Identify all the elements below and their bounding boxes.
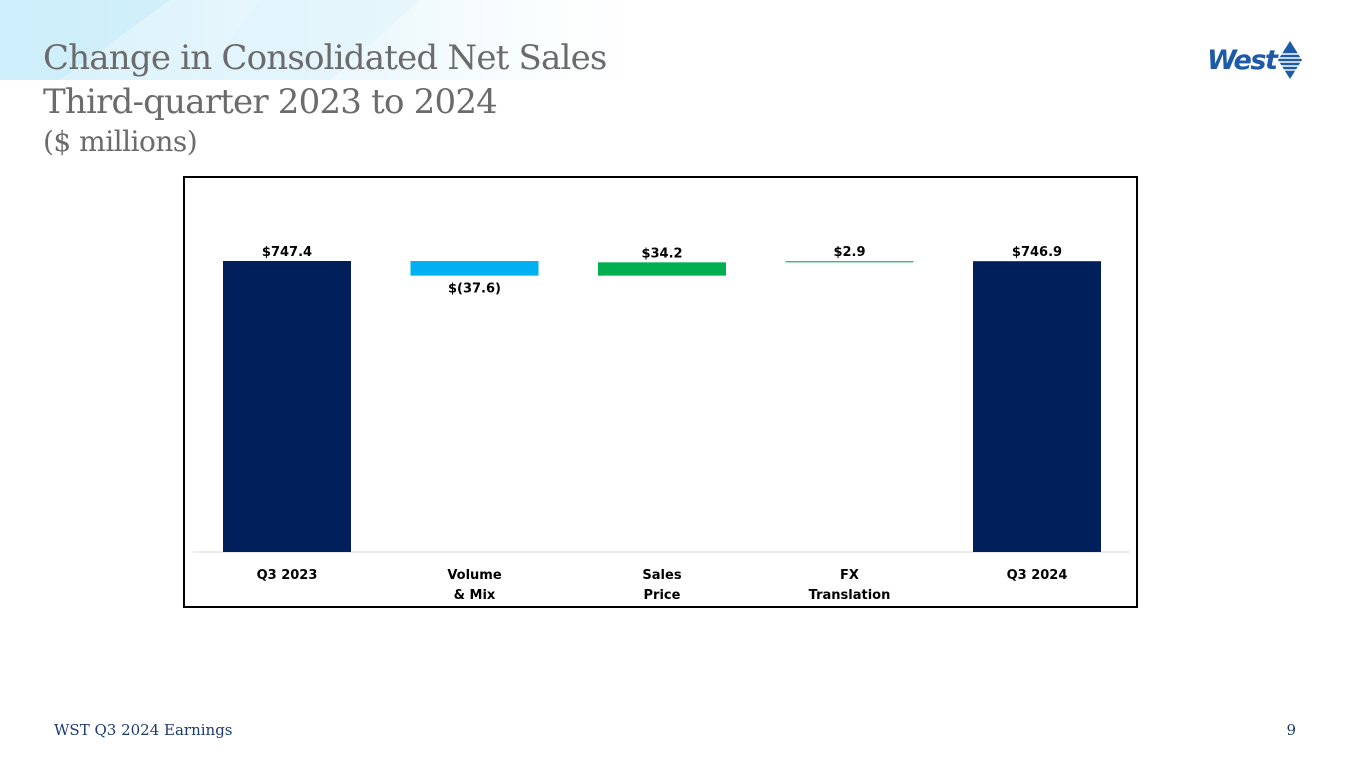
page-number: 9 bbox=[1286, 721, 1296, 739]
category-label: & Mix bbox=[454, 588, 496, 603]
slide-title-line-2: Third-quarter 2023 to 2024 bbox=[43, 82, 498, 122]
bar-fx-translation bbox=[785, 261, 914, 263]
category-label: Volume bbox=[447, 568, 502, 583]
west-logo: West bbox=[1207, 38, 1317, 82]
bar-q3-2023 bbox=[223, 261, 351, 552]
bar-q3-2024 bbox=[973, 261, 1101, 552]
category-label: Price bbox=[644, 588, 681, 603]
value-label: $(37.6) bbox=[448, 282, 501, 297]
category-label: Translation bbox=[809, 588, 891, 603]
waterfall-chart: $747.4 Q3 2023 $(37.6) Volume & Mix $34.2 Sale… bbox=[183, 176, 1138, 608]
category-label: FX bbox=[840, 568, 859, 583]
diamond-logo-icon bbox=[1278, 41, 1303, 79]
value-label: $34.2 bbox=[641, 246, 682, 261]
value-label: $747.4 bbox=[262, 245, 312, 260]
bar-sales-price bbox=[598, 262, 726, 276]
category-label: Q3 2024 bbox=[1007, 568, 1068, 583]
bar-volume-mix bbox=[410, 261, 539, 276]
value-label: $746.9 bbox=[1012, 245, 1062, 260]
category-label: Sales bbox=[642, 568, 681, 583]
category-label: Q3 2023 bbox=[257, 568, 318, 583]
footer-text: WST Q3 2024 Earnings bbox=[54, 721, 233, 739]
value-label: $2.9 bbox=[833, 245, 865, 260]
title-block: Change in Consolidated Net Sales Third-q… bbox=[43, 36, 607, 160]
logo-wordmark: West bbox=[1207, 44, 1278, 76]
units-label: ($ millions) bbox=[43, 125, 198, 158]
slide-title: Change in Consolidated Net Sales bbox=[43, 38, 607, 78]
chart-canvas: $747.4 Q3 2023 $(37.6) Volume & Mix $34.2 Sale… bbox=[193, 245, 1130, 603]
